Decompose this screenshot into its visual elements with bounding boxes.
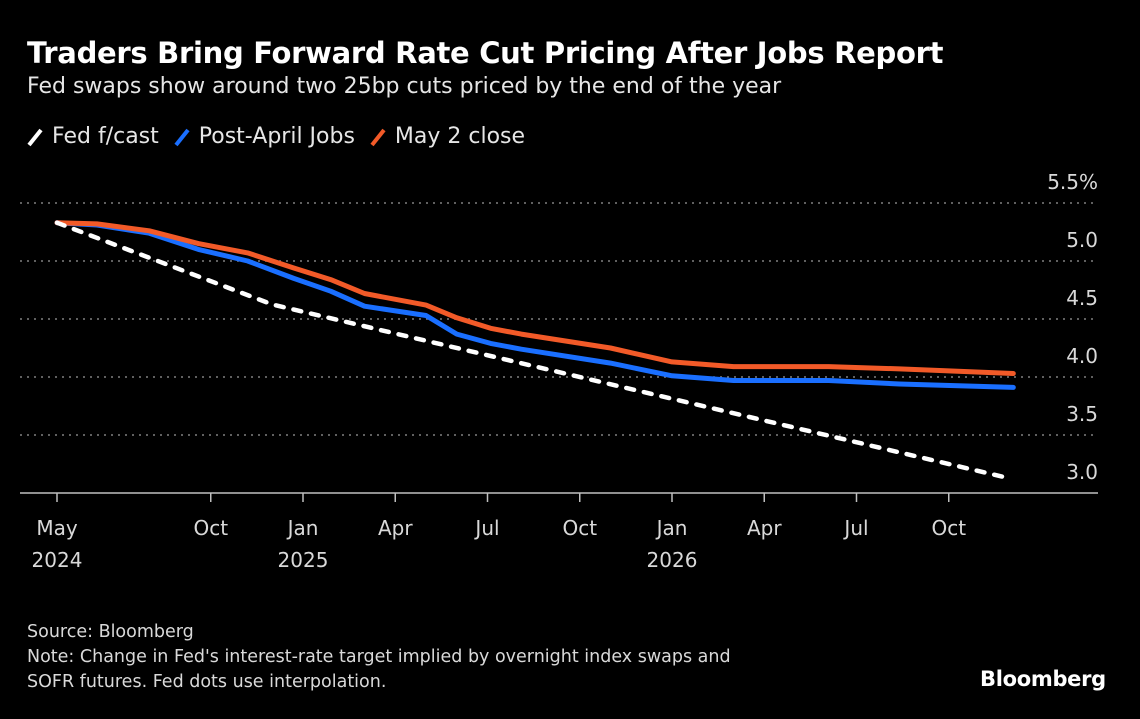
legend-label: Fed f/cast: [52, 124, 159, 149]
x-tick-label: Oct: [562, 516, 597, 540]
bloomberg-logo: Bloomberg: [980, 667, 1106, 691]
y-tick-label: 4.0: [1066, 344, 1098, 368]
x-tick-year-label: 2025: [278, 548, 329, 572]
y-tick-label: 3.0: [1066, 460, 1098, 484]
legend-item-post-april-jobs: Post-April Jobs: [173, 124, 355, 149]
x-tick-label: Jan: [655, 516, 688, 540]
y-tick-label: 3.5: [1066, 402, 1098, 426]
y-tick-label: 5.5%: [1047, 170, 1098, 194]
x-tick-year-label: 2026: [647, 548, 698, 572]
legend-label: Post-April Jobs: [198, 124, 355, 149]
legend-swatch-white-icon: [27, 128, 43, 146]
x-tick-year-label: 2024: [32, 548, 83, 572]
chart-subtitle: Fed swaps show around two 25bp cuts pric…: [27, 74, 782, 99]
series-line-may-2-close: [54, 220, 1016, 376]
series-line-fed-f-cast: [54, 220, 1013, 481]
x-tick-label: Oct: [193, 516, 228, 540]
note-text-line1: Note: Change in Fed's interest-rate targ…: [27, 647, 731, 667]
note-text-line2: SOFR futures. Fed dots use interpolation…: [27, 672, 387, 692]
footer: Source: Bloomberg Note: Change in Fed's …: [27, 620, 731, 695]
x-tick-label: Jul: [473, 516, 499, 540]
x-tick-label: Jul: [842, 516, 868, 540]
chart-title: Traders Bring Forward Rate Cut Pricing A…: [27, 36, 944, 70]
x-tick-label: Jan: [286, 516, 319, 540]
legend-swatch-blue-icon: [174, 128, 190, 146]
x-tick-label: May: [36, 516, 78, 540]
x-tick-label: Apr: [747, 516, 782, 540]
legend-item-may-2-close: May 2 close: [369, 124, 525, 149]
legend-label: May 2 close: [394, 124, 526, 149]
legend: Fed f/cast Post-April Jobs May 2 close: [26, 124, 525, 149]
legend-item-fed-forecast: Fed f/cast: [26, 124, 159, 149]
legend-swatch-orange-icon: [370, 128, 386, 146]
y-tick-label: 5.0: [1066, 228, 1098, 252]
series-line-post-april-jobs: [54, 220, 1016, 390]
x-tick-label: Oct: [931, 516, 966, 540]
x-tick-label: Apr: [378, 516, 413, 540]
y-tick-label: 4.5: [1066, 286, 1098, 310]
source-text: Source: Bloomberg: [27, 622, 194, 642]
